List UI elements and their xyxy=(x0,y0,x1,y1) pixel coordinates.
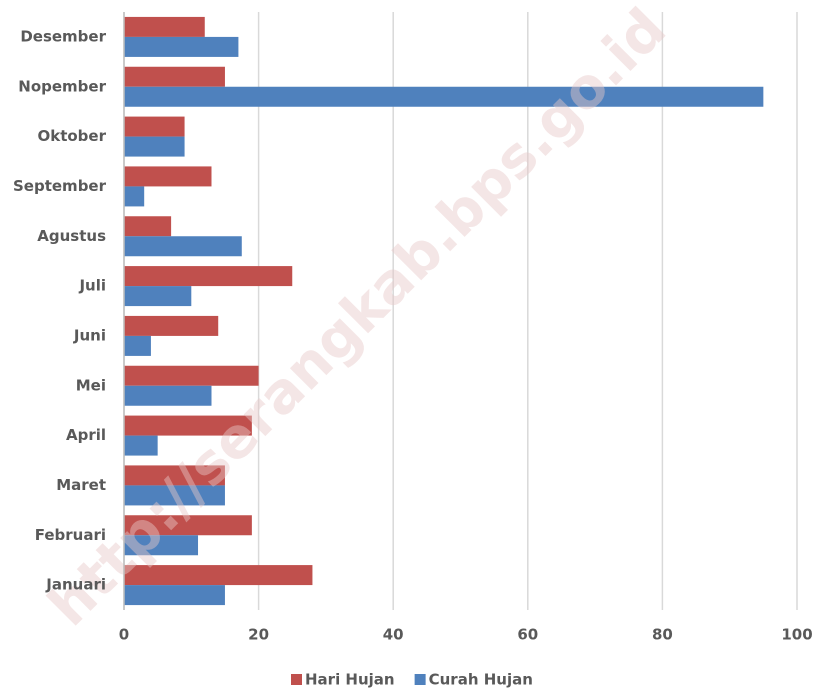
legend-swatch xyxy=(414,674,426,685)
y-tick-label: September xyxy=(13,177,107,195)
y-tick-label: Agustus xyxy=(37,227,106,245)
legend-label: Hari Hujan xyxy=(305,671,395,689)
bar xyxy=(124,166,212,187)
y-tick-label: April xyxy=(66,426,106,444)
x-tick-label: 60 xyxy=(517,626,538,644)
bar xyxy=(124,465,225,486)
y-tick-label: Mei xyxy=(76,376,106,394)
x-tick-label: 20 xyxy=(248,626,269,644)
x-tick-label: 100 xyxy=(781,626,812,644)
bar xyxy=(124,565,313,586)
bar xyxy=(124,16,205,37)
bar xyxy=(124,116,185,137)
bar xyxy=(124,315,219,336)
y-tick-label: Desember xyxy=(20,27,106,45)
bar xyxy=(124,266,293,287)
bar xyxy=(124,216,172,237)
bar xyxy=(124,585,225,606)
legend-swatch xyxy=(291,674,302,685)
y-tick-label: Oktober xyxy=(37,127,106,145)
bar xyxy=(124,515,252,536)
y-tick-label: Juni xyxy=(73,326,106,344)
legend-label: Curah Hujan xyxy=(429,671,533,689)
bar xyxy=(124,385,212,406)
x-tick-label: 0 xyxy=(119,626,129,644)
bar xyxy=(124,186,145,207)
bar xyxy=(124,136,185,157)
bar xyxy=(124,485,225,506)
y-tick-label: Juli xyxy=(78,277,106,295)
bar xyxy=(124,365,259,386)
bar xyxy=(124,335,151,356)
bar xyxy=(124,86,764,107)
bar xyxy=(124,66,225,87)
bar xyxy=(124,535,199,556)
bar xyxy=(124,236,242,257)
y-tick-label: Nopember xyxy=(18,77,106,95)
bars xyxy=(124,16,764,606)
x-tick-label: 80 xyxy=(652,626,673,644)
bar xyxy=(124,286,192,307)
y-tick-label: Januari xyxy=(45,576,106,594)
bar xyxy=(124,415,252,436)
bar xyxy=(124,435,158,456)
x-tick-label: 40 xyxy=(383,626,404,644)
bar xyxy=(124,36,239,57)
y-tick-label: Maret xyxy=(56,476,106,494)
y-tick-label: Februari xyxy=(35,526,106,544)
